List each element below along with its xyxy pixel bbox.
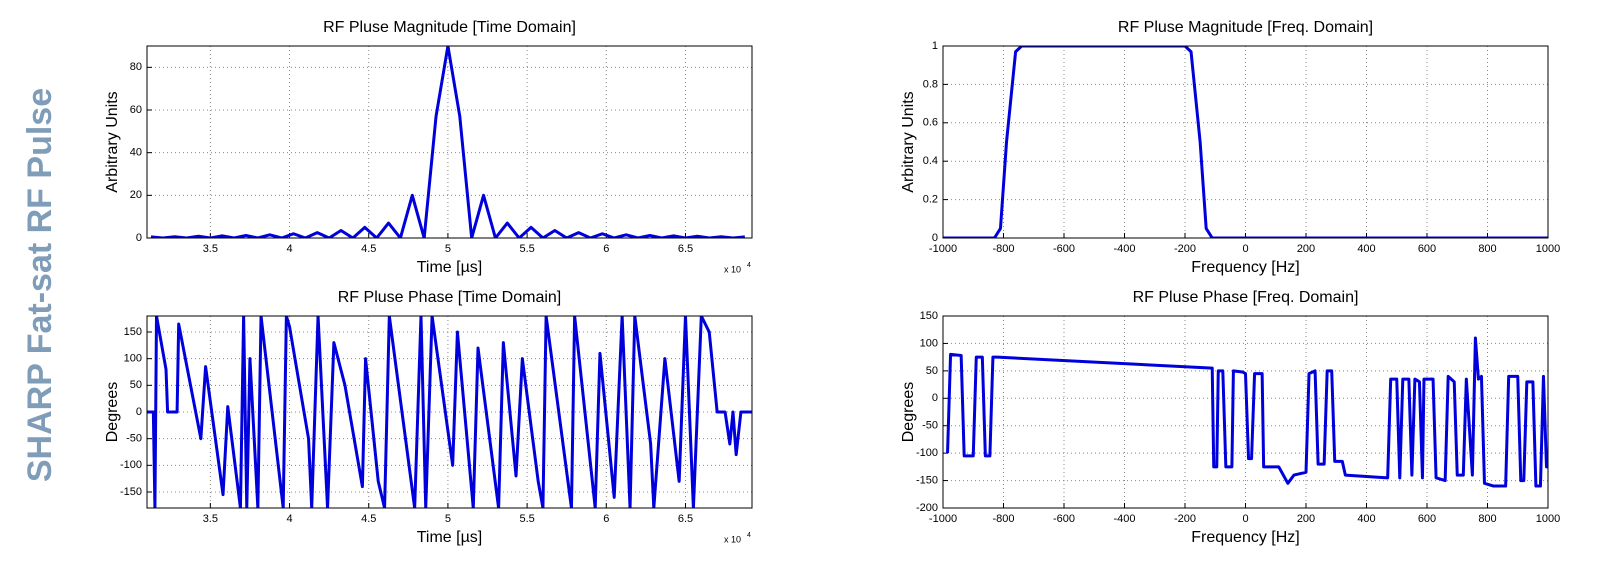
x-tick-label: 0 bbox=[1242, 513, 1248, 525]
x-tick-label: -600 bbox=[1053, 513, 1075, 525]
y-axis-label: Degrees bbox=[104, 382, 121, 442]
y-axis-label: Arbitrary Units bbox=[900, 91, 917, 192]
y-tick-label: -100 bbox=[916, 447, 938, 459]
y-tick-label: 20 bbox=[130, 189, 142, 201]
y-tick-label: 0.2 bbox=[923, 194, 938, 206]
x-tick-label: 5 bbox=[445, 243, 451, 255]
x-multiplier: x 10 bbox=[724, 264, 741, 274]
x-tick-label: 5 bbox=[445, 513, 451, 525]
x-axis-label: Time [µs] bbox=[417, 529, 483, 546]
plot-lines bbox=[147, 316, 752, 508]
x-tick-label: 200 bbox=[1297, 243, 1315, 255]
x-axis-label: Time [µs] bbox=[417, 259, 483, 276]
y-tick-label: 0 bbox=[136, 232, 142, 244]
axes-box bbox=[942, 315, 1549, 509]
x-tick-label: 4.5 bbox=[361, 513, 376, 525]
x-tick-label: 600 bbox=[1418, 513, 1436, 525]
plot-lines bbox=[943, 46, 1548, 238]
y-tick-label: -150 bbox=[120, 486, 142, 498]
x-tick-label: -1000 bbox=[929, 513, 957, 525]
data-line bbox=[147, 316, 752, 508]
x-tick-label: 5.5 bbox=[519, 513, 534, 525]
y-tick-label: 100 bbox=[124, 353, 142, 365]
y-tick-label: 0.4 bbox=[923, 155, 938, 167]
plot-area bbox=[147, 46, 752, 238]
x-tick-label: 400 bbox=[1357, 243, 1375, 255]
y-tick-label: -50 bbox=[126, 433, 142, 445]
axes-box bbox=[146, 315, 753, 509]
chart-title: RF Pluse Magnitude [Freq. Domain] bbox=[1118, 19, 1373, 36]
x-tick-label: -200 bbox=[1174, 243, 1196, 255]
y-tick-label: 60 bbox=[130, 104, 142, 116]
x-axis-label: Frequency [Hz] bbox=[1191, 259, 1299, 276]
x-tick-label: 4 bbox=[286, 243, 292, 255]
data-line bbox=[943, 46, 1548, 238]
x-axis-label: Frequency [Hz] bbox=[1191, 529, 1299, 546]
chart-title: RF Pluse Phase [Time Domain] bbox=[338, 289, 561, 306]
y-tick-label: 50 bbox=[926, 365, 938, 377]
x-tick-label: -600 bbox=[1053, 243, 1075, 255]
x-multiplier-power: 4 bbox=[747, 262, 751, 269]
x-tick-label: -400 bbox=[1113, 513, 1135, 525]
x-tick-label: 1000 bbox=[1536, 513, 1560, 525]
y-tick-label: 80 bbox=[130, 61, 142, 73]
x-multiplier: x 10 bbox=[724, 534, 741, 544]
x-tick-label: 3.5 bbox=[203, 243, 218, 255]
x-tick-label: 6 bbox=[603, 243, 609, 255]
x-tick-label: 4.5 bbox=[361, 243, 376, 255]
x-tick-label: -1000 bbox=[929, 243, 957, 255]
x-tick-label: 800 bbox=[1478, 513, 1496, 525]
x-tick-label: -800 bbox=[992, 513, 1014, 525]
axes-box bbox=[942, 45, 1549, 239]
y-tick-label: 50 bbox=[130, 379, 142, 391]
y-tick-label: -200 bbox=[916, 502, 938, 514]
x-tick-label: 6 bbox=[603, 513, 609, 525]
x-tick-label: 6.5 bbox=[678, 513, 693, 525]
data-line bbox=[150, 46, 745, 238]
y-tick-label: 0 bbox=[136, 406, 142, 418]
axes-box bbox=[146, 45, 753, 239]
y-axis-label: Arbitrary Units bbox=[104, 91, 121, 192]
y-tick-label: 1 bbox=[932, 40, 938, 52]
y-tick-label: 150 bbox=[124, 326, 142, 338]
x-tick-label: -400 bbox=[1113, 243, 1135, 255]
x-tick-label: 1000 bbox=[1536, 243, 1560, 255]
y-tick-label: 0.8 bbox=[923, 78, 938, 90]
page-title: SHARP Fat-sat RF Pulse bbox=[21, 88, 59, 482]
x-tick-label: 6.5 bbox=[678, 243, 693, 255]
y-tick-label: -100 bbox=[120, 459, 142, 471]
x-tick-label: 200 bbox=[1297, 513, 1315, 525]
data-line bbox=[946, 336, 1548, 488]
y-tick-label: 0.6 bbox=[923, 117, 938, 129]
x-multiplier-power: 4 bbox=[747, 532, 751, 539]
chart-title: RF Pluse Phase [Freq. Domain] bbox=[1133, 289, 1359, 306]
x-tick-label: 4 bbox=[286, 513, 292, 525]
y-tick-label: 40 bbox=[130, 147, 142, 159]
y-tick-label: 100 bbox=[920, 337, 938, 349]
y-tick-label: -150 bbox=[916, 474, 938, 486]
x-tick-label: 800 bbox=[1478, 243, 1496, 255]
x-tick-label: 3.5 bbox=[203, 513, 218, 525]
y-axis-label: Degrees bbox=[900, 382, 917, 442]
plot-lines bbox=[150, 46, 745, 238]
x-tick-label: 600 bbox=[1418, 243, 1436, 255]
x-tick-label: -800 bbox=[992, 243, 1014, 255]
x-tick-label: 400 bbox=[1357, 513, 1375, 525]
x-tick-label: -200 bbox=[1174, 513, 1196, 525]
y-tick-label: 150 bbox=[920, 310, 938, 322]
y-tick-label: 0 bbox=[932, 232, 938, 244]
x-tick-label: 0 bbox=[1242, 243, 1248, 255]
plot-lines bbox=[946, 336, 1548, 488]
chart-title: RF Pluse Magnitude [Time Domain] bbox=[323, 19, 576, 36]
x-tick-label: 5.5 bbox=[519, 243, 534, 255]
y-tick-label: 0 bbox=[932, 392, 938, 404]
y-tick-label: -50 bbox=[922, 420, 938, 432]
